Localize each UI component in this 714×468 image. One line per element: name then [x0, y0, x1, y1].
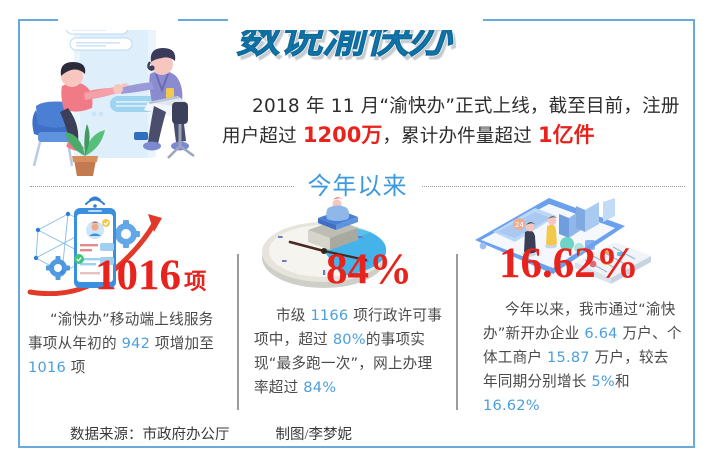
clock-pie-chart-icon — [262, 197, 387, 288]
stat-3-run-1: 6.64 — [584, 325, 618, 342]
stat-2-run-3: 80% — [332, 331, 366, 348]
stat-column-2: 84% 市级 1166 项行政许可事项中，超过 80%的事项实现“最多跑一次”，… — [238, 196, 457, 416]
lead-sentence-1: 2018 年 11 月“渝快办”正式上线，截至目前，注册 — [252, 96, 680, 117]
svg-text:24: 24 — [515, 221, 524, 229]
stat-2-number: 84% — [326, 246, 412, 293]
stat-2-value: 84% — [326, 248, 415, 291]
section-band-this-year: 今年以来 — [30, 172, 685, 200]
stat-column-2-artwork: 84% — [238, 196, 457, 291]
frame-gap-title — [228, 12, 483, 30]
stat-3-run-2: 万户、个体工商户 — [483, 325, 682, 366]
two-people-online-service-illustration — [32, 12, 195, 176]
stat-1-description: “渝快办”移动端上线服务事项从年初的 942 项增加至 1016 项 — [28, 308, 226, 380]
stat-3-run-6: 和 — [614, 373, 630, 390]
stat-3-run-4: 万户，较去年同期分别增长 — [483, 349, 669, 390]
stat-column-3-artwork: 24 — [457, 196, 692, 285]
column-divider-2 — [456, 254, 458, 410]
lead-sentence-2-middle: ，累计办件量超过 — [382, 126, 539, 147]
graphic-credit-label: 制图/李梦妮 — [275, 426, 353, 443]
stat-1-unit: 项 — [184, 269, 207, 295]
phone-wifi-avatar-gears-arrow-icon — [27, 196, 162, 297]
stat-2-run-4: 的事项实现“最多跑一次”，网上办理率超过 — [254, 331, 433, 396]
stat-3-run-3: 15.87 — [547, 349, 590, 366]
band-dotted-line-left — [30, 185, 294, 187]
stat-3-value: 16.62% — [499, 242, 642, 285]
lead-sentence-2-prefix: 用户超过 — [222, 126, 303, 147]
tilted-phone-city-documents-icon: 24 — [475, 198, 651, 284]
statistics-columns: 1016 项 “渝快办”移动端上线服务事项从年初的 942 项增加至 1016 项 — [22, 196, 692, 416]
stat-2-run-1: 1166 — [310, 307, 349, 324]
stat-2-description: 市级 1166 项行政许可事项中，超过 80%的事项实现“最多跑一次”，网上办理… — [254, 304, 446, 400]
stat-2-run-0: 市级 — [276, 307, 311, 324]
stat-1-run-2: 项增加至 — [150, 335, 215, 352]
stat-3-number: 16.62% — [499, 240, 639, 287]
frame-gap-illustration — [58, 12, 178, 30]
data-source-label: 数据来源：市政府办公厅 — [70, 426, 230, 443]
stat-3-run-5: 5% — [591, 373, 615, 390]
stat-3-run-7: 16.62% — [483, 397, 540, 414]
stat-column-1: 1016 项 “渝快办”移动端上线服务事项从年初的 942 项增加至 1016 项 — [22, 196, 238, 416]
stat-1-run-1: 942 — [121, 335, 151, 352]
stat-1-run-4: 项 — [65, 359, 86, 376]
stat-2-run-5: 84% — [303, 379, 337, 396]
stat-3-description: 今年以来，我市通过“渝快办”新开办企业 6.64 万户、个体工商户 15.87 … — [483, 298, 683, 418]
stat-column-3: 24 — [457, 196, 692, 416]
band-dotted-line-right — [421, 185, 685, 187]
stat-1-run-0: “渝快办”移动端上线服务事项从年初的 — [28, 311, 214, 352]
header-illustration — [22, 10, 222, 178]
band-label: 今年以来 — [307, 172, 408, 200]
lead-paragraph: 2018 年 11 月“渝快办”正式上线，截至目前，注册用户超过 1200万，累… — [222, 92, 684, 151]
stat-1-run-3: 1016 — [28, 359, 66, 376]
footer: 数据来源：市政府办公厅 制图/李梦妮 — [22, 420, 692, 446]
lead-highlight-registered-users: 1200万 — [302, 123, 383, 147]
lead-highlight-total-cases: 1亿件 — [538, 123, 595, 147]
stat-2-run-2: 项行政许可事项中，超过 — [254, 307, 442, 348]
stat-1-number: 1016 — [95, 252, 181, 299]
stat-1-value: 1016 项 — [95, 254, 206, 297]
stat-column-1-artwork: 1016 项 — [22, 196, 238, 297]
stat-3-run-0: 今年以来，我市通过“渝快办”新开办企业 — [483, 301, 676, 342]
column-divider-1 — [237, 254, 239, 410]
